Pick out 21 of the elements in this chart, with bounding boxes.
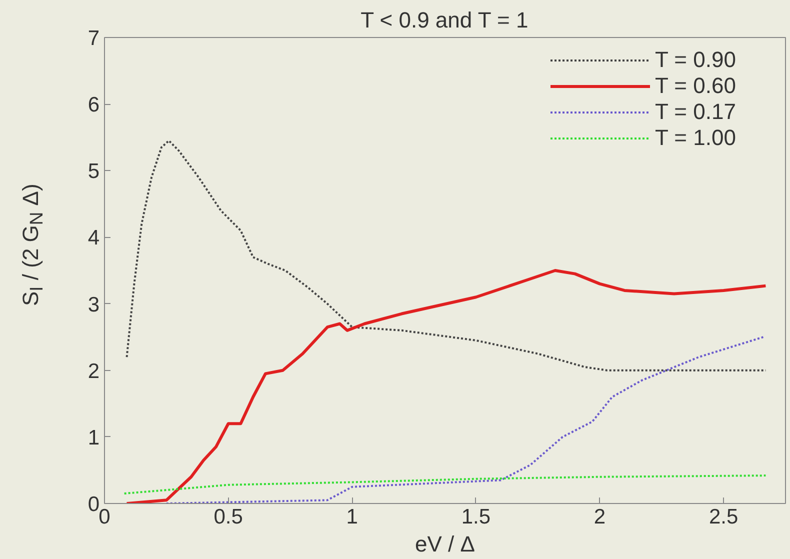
legend-label: T = 0.90 bbox=[655, 47, 737, 73]
legend-label: T = 0.60 bbox=[655, 73, 737, 99]
y-tick-label: 4 bbox=[88, 226, 100, 250]
x-tick-label: 2.5 bbox=[708, 506, 738, 528]
legend-label: T = 1.00 bbox=[655, 125, 737, 151]
chart-title: T < 0.9 and T = 1 bbox=[360, 8, 528, 32]
y-tick-label: 7 bbox=[88, 27, 100, 50]
line-series bbox=[125, 269, 768, 504]
y-tick-label: 6 bbox=[88, 94, 100, 117]
x-tick-label: 1 bbox=[346, 506, 358, 528]
line-series bbox=[123, 474, 767, 495]
x-tick-label: 0.5 bbox=[214, 506, 243, 528]
y-tick-label: 1 bbox=[88, 426, 100, 450]
x-tick-label: 2 bbox=[594, 506, 606, 528]
legend-label: T = 0.17 bbox=[655, 99, 737, 125]
x-tick-label: 1.5 bbox=[461, 506, 491, 528]
x-axis-title: eV / Δ bbox=[415, 532, 476, 556]
line-series bbox=[165, 336, 764, 504]
y-tick-label: 3 bbox=[88, 293, 100, 316]
y-tick-label: 5 bbox=[88, 160, 100, 184]
y-tick-label: 2 bbox=[88, 360, 100, 383]
